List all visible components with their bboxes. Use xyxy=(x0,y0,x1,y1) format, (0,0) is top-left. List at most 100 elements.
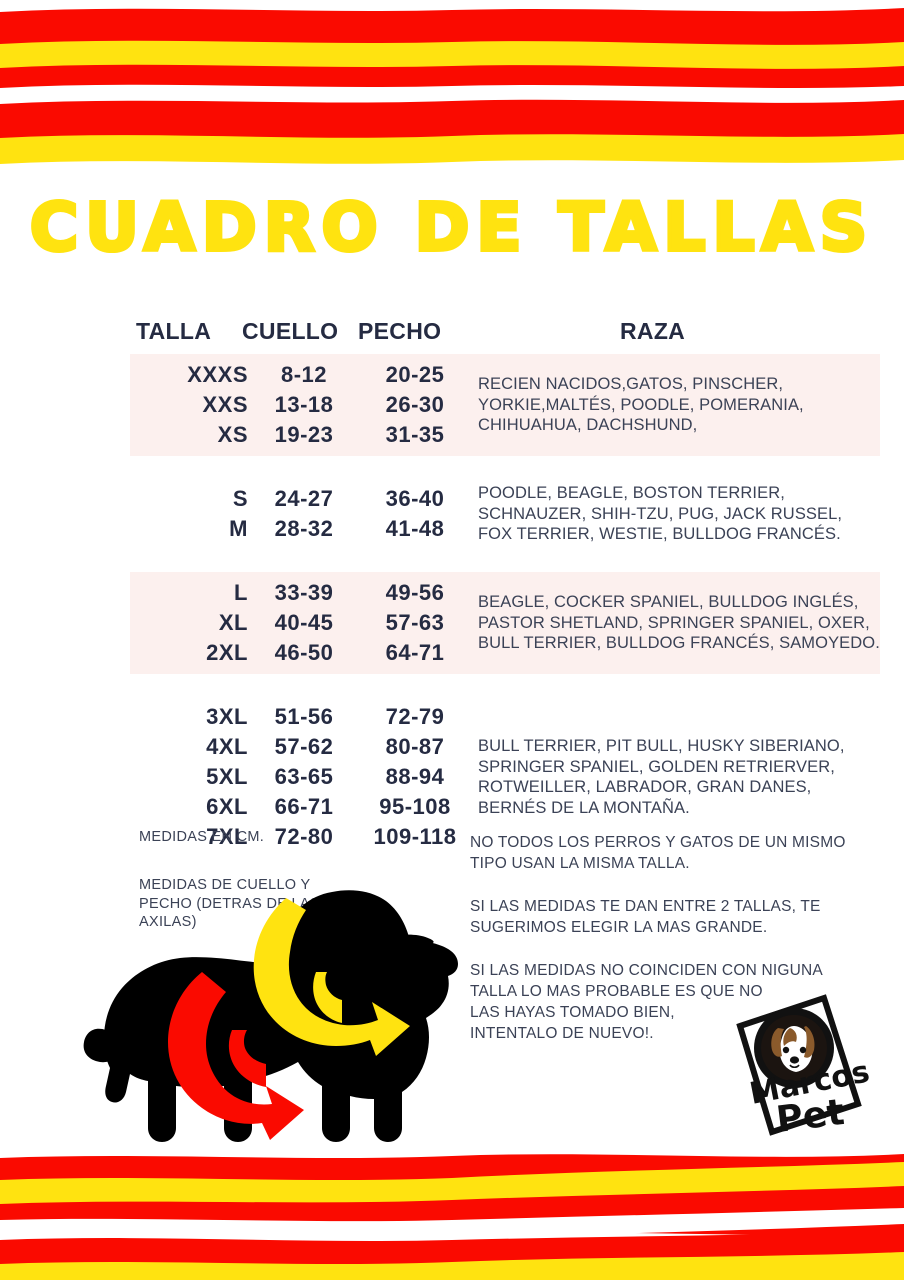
note-tip-3: SI LAS MEDIDAS NO COINCIDEN CON NIGUNA T… xyxy=(470,960,823,1044)
column-header-raza: RAZA xyxy=(620,318,686,344)
group-gap xyxy=(130,550,880,572)
cell-talla: XXS xyxy=(202,392,248,417)
cell-talla: 5XL xyxy=(206,764,248,789)
breed-line: POODLE, BEAGLE, BOSTON TERRIER, xyxy=(478,484,785,503)
breed-line: PASTOR SHETLAND, SPRINGER SPANIEL, OXER, xyxy=(478,613,870,632)
column-header-cuello: CUELLO xyxy=(242,318,339,344)
note-measure-points-line-2: PECHO (DETRAS DE LAS xyxy=(139,895,320,912)
white-break xyxy=(0,1208,904,1240)
cell-talla: 4XL xyxy=(206,734,248,759)
cell-raza: BULL TERRIER, PIT BULL, HUSKY SIBERIANO,… xyxy=(470,736,880,818)
cell-cuello: 72-80 xyxy=(274,824,334,849)
table-header-row: TALLA CUELLO PECHO RAZA xyxy=(130,318,880,354)
cell-cuello: 66-71 xyxy=(274,794,334,819)
breed-line: YORKIE,MALTÉS, POODLE, POMERANIA, xyxy=(478,395,804,414)
breed-line: SCHNAUZER, SHIH-TZU, PUG, JACK RUSSEL, xyxy=(478,504,843,523)
note-tip-2-line-2: SUGERIMOS ELEGIR LA MAS GRANDE. xyxy=(470,919,768,936)
neck-arrow-front-curl xyxy=(313,972,342,1023)
cell-pecho: 49-56 xyxy=(385,580,445,605)
column-header-talla: TALLA xyxy=(136,318,212,344)
cell-talla: 7XL xyxy=(206,824,248,849)
chest-measure-arrow-icon xyxy=(168,972,304,1140)
table-row: 3XL 51-56 72-79 xyxy=(130,702,470,732)
note-tip-1-line-1: NO TODOS LOS PERROS Y GATOS DE UN MISMO xyxy=(470,834,846,851)
table-row: L 33-39 49-56 xyxy=(130,578,470,608)
cell-pecho: 88-94 xyxy=(385,764,445,789)
table-row: 5XL 63-65 88-94 xyxy=(130,762,470,792)
note-units: MEDIDAS EN CM. xyxy=(139,829,265,845)
red-stripe-1 xyxy=(0,8,904,88)
column-header-pecho: PECHO xyxy=(358,318,442,344)
table-row: XS 19-23 31-35 xyxy=(130,420,470,450)
cell-cuello: 63-65 xyxy=(274,764,334,789)
cell-cuello: 13-18 xyxy=(274,392,334,417)
cell-talla: 3XL xyxy=(206,704,248,729)
marcos-pet-logo-icon: Marcos Pet xyxy=(728,992,878,1141)
yellow-stripe-2 xyxy=(0,134,904,164)
breed-line: FOX TERRIER, WESTIE, BULLDOG FRANCÉS. xyxy=(478,525,841,544)
breed-line: SPRINGER SPANIEL, GOLDEN RETRIERVER, xyxy=(478,757,835,776)
group-gap xyxy=(130,674,880,696)
note-tip-3-line-2: TALLA LO MAS PROBABLE ES QUE NO xyxy=(470,983,763,1000)
table-row: 2XL 46-50 64-71 xyxy=(130,638,470,668)
size-group: S 24-27 36-40 M 28-32 41-48 POODLE, BEAGLE, BO… xyxy=(130,478,880,550)
note-measure-points: MEDIDAS DE CUELLO Y PECHO (DETRAS DE LAS… xyxy=(139,876,359,932)
cell-talla: XS xyxy=(217,422,248,447)
neck-measure-arrow-icon xyxy=(253,898,410,1056)
cell-raza: POODLE, BEAGLE, BOSTON TERRIER, SCHNAUZER… xyxy=(470,483,880,545)
dog-silhouette-icon xyxy=(80,880,470,1162)
cell-cuello: 40-45 xyxy=(274,610,334,635)
table-row: XXS 13-18 26-30 xyxy=(130,390,470,420)
table-row: XL 40-45 57-63 xyxy=(130,608,470,638)
note-tip-1: NO TODOS LOS PERROS Y GATOS DE UN MISMO … xyxy=(470,832,846,874)
cell-pecho: 80-87 xyxy=(385,734,445,759)
breed-line: BULL TERRIER, BULLDOG FRANCÉS, SAMOYEDO. xyxy=(478,634,880,653)
cell-talla: XXXS xyxy=(187,362,248,387)
breed-line: CHIHUAHUA, DACHSHUND, xyxy=(478,416,698,435)
breed-line: RECIEN NACIDOS,GATOS, PINSCHER, xyxy=(478,375,784,394)
note-measure-points-line-3: AXILAS) xyxy=(139,914,197,930)
breed-line: BEAGLE, COCKER SPANIEL, BULLDOG INGLÉS, xyxy=(478,593,859,612)
size-group: XXXS 8-12 20-25 XXS 13-18 26-30 XS 19-23 31-35 RE… xyxy=(130,354,880,456)
yellow-stripe-1 xyxy=(0,40,904,69)
cell-raza: BEAGLE, COCKER SPANIEL, BULLDOG INGLÉS, P… xyxy=(470,592,886,654)
cell-talla: L xyxy=(234,580,248,605)
size-group: L 33-39 49-56 XL 40-45 57-63 2XL 46-50 64-71 BEAG… xyxy=(130,572,880,674)
note-tip-3-line-4: INTENTALO DE NUEVO!. xyxy=(470,1025,654,1042)
red-stripe-4 xyxy=(0,1230,904,1280)
dog-tail xyxy=(83,1028,120,1063)
cell-talla: M xyxy=(229,516,248,541)
note-tip-2: SI LAS MEDIDAS TE DAN ENTRE 2 TALLAS, TE… xyxy=(470,896,821,938)
note-measure-points-line-1: MEDIDAS DE CUELLO Y xyxy=(139,877,311,893)
cell-talla: S xyxy=(232,486,248,511)
logo-dog-face xyxy=(771,1026,815,1072)
table-row: M 28-32 41-48 xyxy=(130,514,470,544)
table-row: XXXS 8-12 20-25 xyxy=(130,360,470,390)
note-tip-3-line-1: SI LAS MEDIDAS NO COINCIDEN CON NIGUNA xyxy=(470,962,823,979)
cell-pecho: 95-108 xyxy=(379,794,451,819)
size-rows: S 24-27 36-40 M 28-32 41-48 xyxy=(130,478,470,550)
cell-raza: RECIEN NACIDOS,GATOS, PINSCHER, YORKIE,MA… xyxy=(470,374,880,436)
cell-pecho: 41-48 xyxy=(385,516,445,541)
table-row: 7XL 72-80 109-118 xyxy=(130,822,470,852)
cell-cuello: 24-27 xyxy=(274,486,334,511)
cell-pecho: 64-71 xyxy=(385,640,445,665)
size-rows: 3XL 51-56 72-79 4XL 57-62 80-87 5XL 63-65 88-94 6… xyxy=(130,696,470,858)
size-rows: L 33-39 49-56 XL 40-45 57-63 2XL 46-50 64-71 xyxy=(130,572,470,674)
cell-cuello: 57-62 xyxy=(274,734,334,759)
logo-frame xyxy=(736,994,862,1136)
page-title: CUADRO DE TALLAS xyxy=(28,189,875,266)
breed-line: BULL TERRIER, PIT BULL, HUSKY SIBERIANO, xyxy=(478,737,845,755)
cell-pecho: 36-40 xyxy=(385,486,445,511)
breed-line: ROTWEILLER, LABRADOR, GRAN DANES, xyxy=(478,778,812,796)
group-gap xyxy=(130,456,880,478)
cell-cuello: 51-56 xyxy=(274,704,334,729)
yellow-stripe-4 xyxy=(0,1252,904,1280)
logo-word-bottom: Pet xyxy=(774,1092,847,1140)
cell-cuello: 33-39 xyxy=(274,580,334,605)
size-table: TALLA CUELLO PECHO RAZA XXXS 8-12 20-25 XXS… xyxy=(130,318,880,858)
cell-talla: XL xyxy=(218,610,248,635)
note-tip-1-line-2: TIPO USAN LA MISMA TALLA. xyxy=(470,855,690,872)
size-group: 3XL 51-56 72-79 4XL 57-62 80-87 5XL 63-65 88-94 6… xyxy=(130,696,880,858)
